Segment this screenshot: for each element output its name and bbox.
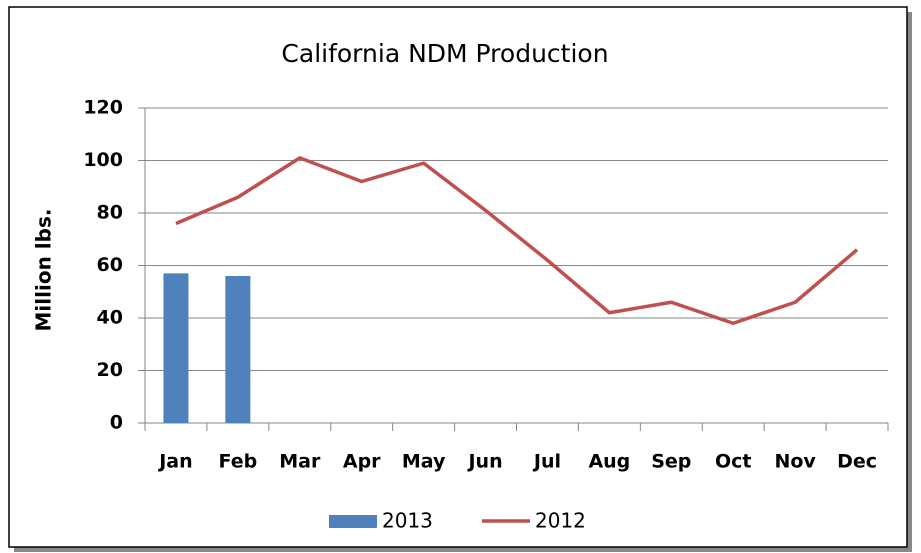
y-tick-label: 80: [97, 202, 123, 224]
x-tick-label: Mar: [279, 451, 321, 473]
x-tick-label: Jan: [157, 451, 192, 473]
line: [175, 156, 859, 325]
y-tick-label: 60: [97, 254, 123, 276]
chart-title: California NDM Production: [281, 39, 608, 68]
x-tick-label: May: [402, 451, 446, 473]
x-tick-label: Aug: [588, 451, 630, 473]
y-tick-label: 40: [97, 307, 123, 329]
legend-label: 2012: [535, 509, 586, 533]
legend-label: 2013: [382, 509, 433, 533]
x-tick-label: Dec: [837, 451, 877, 473]
y-tick-label: 0: [110, 412, 123, 434]
x-tick-label: Oct: [715, 451, 752, 473]
x-tick-label: Sep: [651, 451, 691, 473]
x-tick-label: Jul: [532, 451, 561, 473]
bar: [163, 273, 189, 423]
y-tick-label: 20: [97, 359, 123, 381]
y-tick-label: 100: [83, 149, 123, 171]
y-axis-label: Million lbs.: [32, 209, 56, 332]
legend-swatch: [329, 515, 377, 528]
x-tick-label: Apr: [343, 451, 381, 473]
frame: [8, 6, 908, 548]
bar: [225, 276, 251, 423]
y-tick-label: 120: [83, 97, 123, 119]
x-tick-label: Jun: [466, 451, 502, 473]
x-tick-label: Nov: [774, 451, 816, 473]
x-tick-label: Feb: [219, 451, 258, 473]
